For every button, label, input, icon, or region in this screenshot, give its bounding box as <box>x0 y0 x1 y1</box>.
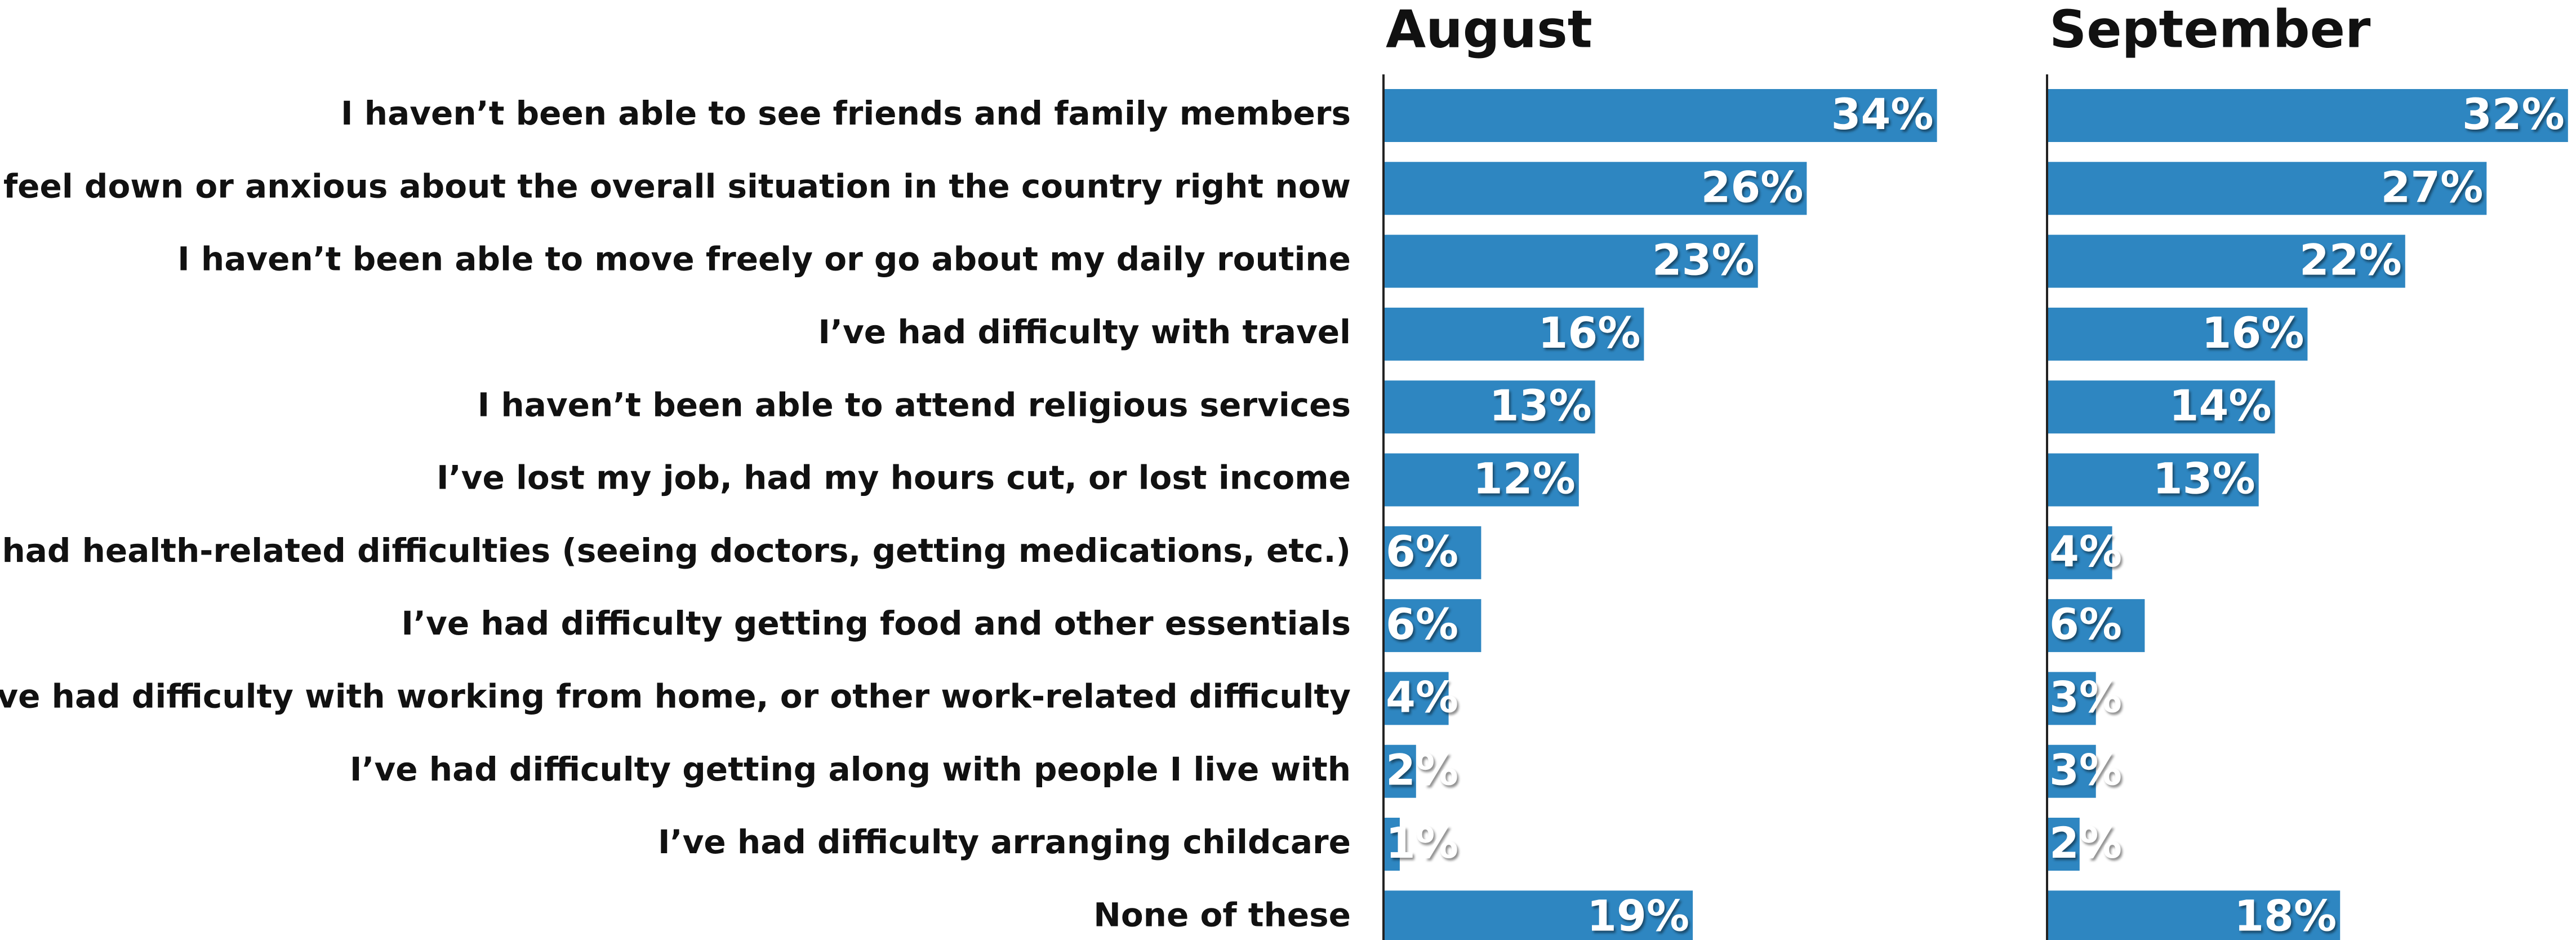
category-label: I feel down or anxious about the overall… <box>0 167 1351 205</box>
bar <box>1383 526 1481 579</box>
bar <box>1383 162 1807 215</box>
bar <box>2047 744 2096 798</box>
value-label: 13% <box>2153 453 2255 503</box>
bar <box>1383 818 1400 871</box>
bar <box>2047 818 2080 871</box>
bar <box>2047 526 2112 579</box>
bar <box>2047 380 2275 434</box>
value-label: 4% <box>1386 672 1458 722</box>
panel-title: August <box>1386 0 1592 59</box>
category-label: I’ve had difficulty with travel <box>818 313 1351 351</box>
category-label: I’ve had health-related difficulties (se… <box>0 531 1351 570</box>
value-label: 26% <box>1701 162 1803 212</box>
value-label: 14% <box>2169 380 2272 431</box>
category-label: None of these <box>1093 895 1351 934</box>
category-label: I’ve had difficulty arranging childcare <box>658 823 1351 861</box>
category-label: I’ve had difficulty getting along with p… <box>350 750 1351 788</box>
value-label: 27% <box>2381 162 2483 212</box>
category-label: I haven’t been able to see friends and f… <box>341 94 1351 132</box>
value-label: 2% <box>2049 818 2122 868</box>
value-label: 23% <box>1652 235 1755 285</box>
bar <box>1383 672 1449 725</box>
value-label: 2% <box>1386 745 1458 795</box>
value-label: 22% <box>2299 235 2402 285</box>
bar <box>2047 672 2096 725</box>
category-label: I haven’t been able to move freely or go… <box>177 240 1351 278</box>
value-label: 32% <box>2462 89 2565 139</box>
value-label: 6% <box>1386 599 1458 649</box>
bar <box>2047 162 2487 215</box>
bar <box>2047 307 2308 361</box>
value-label: 34% <box>1831 89 1934 139</box>
value-label: 13% <box>1489 380 1592 431</box>
bar <box>1383 890 1693 940</box>
category-label: I’ve lost my job, had my hours cut, or l… <box>437 459 1351 497</box>
category-label: I’ve had difficulty getting food and oth… <box>401 604 1351 642</box>
bar <box>2047 234 2405 288</box>
value-label: 6% <box>1386 526 1458 577</box>
bar <box>1383 89 1937 142</box>
value-label: 19% <box>1587 890 1689 940</box>
panel-title: September <box>2049 0 2371 59</box>
bar <box>1383 380 1595 434</box>
bar <box>2047 890 2341 940</box>
value-label: 16% <box>1538 308 1640 358</box>
bar <box>1383 599 1481 653</box>
bar <box>1383 744 1416 798</box>
bar <box>2047 453 2259 507</box>
value-label: 16% <box>2201 308 2304 358</box>
value-label: 4% <box>2049 526 2122 577</box>
bar <box>2047 89 2568 142</box>
value-label: 18% <box>2234 890 2337 940</box>
value-label: 3% <box>2049 672 2122 722</box>
bar <box>1383 453 1579 507</box>
bar <box>2047 599 2145 653</box>
bar <box>1383 307 1644 361</box>
value-label: 1% <box>1386 818 1458 868</box>
category-label: I haven’t been able to attend religious … <box>478 385 1351 424</box>
value-label: 6% <box>2049 599 2122 649</box>
category-label: I’ve had difficulty with working from ho… <box>0 677 1351 716</box>
value-label: 3% <box>2049 745 2122 795</box>
value-label: 12% <box>1473 453 1576 503</box>
bar <box>1383 234 1758 288</box>
